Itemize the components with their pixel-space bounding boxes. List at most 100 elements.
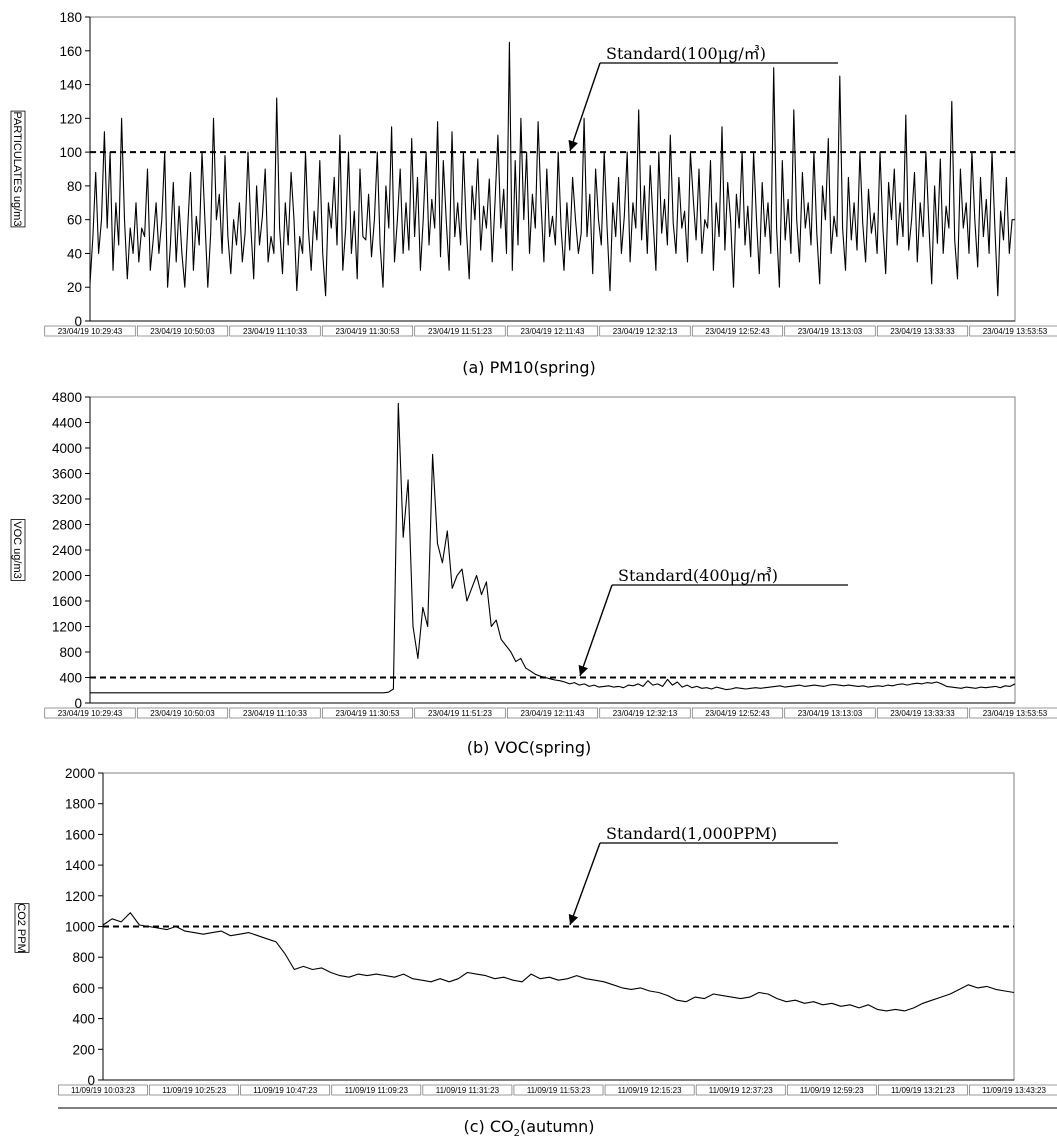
- x-tick-box: [506, 325, 599, 337]
- y-tick-label: 1600: [65, 827, 95, 842]
- x-tick-box: [784, 707, 876, 719]
- x-tick-label: 23/04/19 12:32:13: [613, 709, 678, 718]
- annotation-arrowhead: [578, 664, 589, 676]
- y-tick-label: 40: [67, 246, 82, 261]
- x-tick-box: [878, 1084, 968, 1096]
- x-tick-box: [599, 707, 691, 719]
- annotation-arrowhead: [568, 139, 578, 151]
- y-tick-label: 400: [59, 671, 82, 686]
- y-axis-title-text: CO2 PPM: [15, 903, 27, 953]
- annotation-arrowhead: [568, 913, 579, 925]
- x-tick-box: [414, 707, 506, 719]
- y-tick-label: 4000: [52, 441, 82, 456]
- x-tick-label: 23/04/19 10:29:43: [58, 327, 123, 336]
- x-tick-box: [876, 325, 969, 337]
- y-axis-title: PARTICULATES ug/m3: [10, 110, 26, 228]
- x-tick-label: 11/09/19 12:15:23: [618, 1086, 682, 1095]
- y-tick-label: 3600: [52, 467, 82, 482]
- x-tick-label: 11/09/19 11:31:23: [436, 1086, 500, 1095]
- y-tick-label: 200: [72, 1042, 95, 1057]
- annotation-arrow: [569, 842, 601, 926]
- panel-pm10: (a) PM10(spring) 0 20 40 60 80 100 120 140 160 18…: [10, 10, 1057, 377]
- y-axis-title: VOC ug/m3: [10, 519, 26, 581]
- panel-voc: (b) VOC(spring) 0 400 800 1200 1600 2000 2400 2…: [10, 390, 1057, 757]
- x-tick-label: 11/09/19 11:53:23: [527, 1086, 591, 1095]
- x-tick-box: [44, 325, 136, 337]
- caption-voc: (b) VOC(spring): [467, 738, 591, 757]
- x-tick-label: 23/04/19 13:33:33: [890, 709, 955, 718]
- x-tick-box: [414, 325, 506, 337]
- x-tick-label: 23/04/19 11:30:53: [336, 709, 400, 718]
- x-tick-label: 11/09/19 10:03:23: [71, 1086, 135, 1095]
- x-tick-box: [784, 325, 876, 337]
- x-tick-box: [229, 707, 321, 719]
- y-tick-label: 0: [74, 314, 82, 329]
- y-tick-label: 120: [59, 111, 82, 126]
- y-tick-label: 4400: [52, 416, 82, 431]
- y-axis-title-box: [10, 519, 26, 581]
- y-tick-label: 0: [74, 696, 82, 711]
- x-tick-label: 23/04/19 13:53:53: [983, 327, 1048, 336]
- x-tick-label: 23/04/19 12:32:13: [613, 327, 678, 336]
- x-tick-box: [604, 1084, 695, 1096]
- y-tick-label: 60: [67, 213, 82, 228]
- x-tick-box: [786, 1084, 877, 1096]
- x-tick-box: [969, 707, 1057, 719]
- x-tick-label: 23/04/19 12:52:43: [705, 327, 770, 336]
- x-tick-label: 11/09/19 12:59:23: [800, 1086, 864, 1095]
- y-axis-title-box: [10, 110, 26, 228]
- y-tick-label: 2400: [52, 543, 82, 558]
- y-axis-title-box: [14, 903, 30, 953]
- x-tick-label: 23/04/19 11:10:33: [243, 709, 307, 718]
- x-tick-box: [331, 1084, 422, 1096]
- y-tick-label: 400: [72, 1012, 95, 1027]
- x-tick-box: [876, 707, 969, 719]
- standard-annotation-text: Standard(1,000PPM): [606, 824, 777, 843]
- y-tick-label: 1800: [65, 797, 95, 812]
- y-tick-label: 80: [67, 179, 82, 194]
- x-tick-label: 23/04/19 13:53:53: [983, 709, 1048, 718]
- x-tick-box: [691, 325, 784, 337]
- series-line: [89, 41, 1015, 297]
- y-tick-label: 800: [59, 645, 82, 660]
- panel-co2: (c) CO2(autumn) 0 200 400 600 800 1000 1200 140…: [14, 766, 1057, 1139]
- y-tick-label: 20: [67, 280, 82, 295]
- y-tick-label: 2800: [52, 518, 82, 533]
- x-tick-label: 11/09/19 10:25:23: [162, 1086, 226, 1095]
- x-tick-box: [149, 1084, 239, 1096]
- chart-pm10: (a) PM10(spring) 0 20 40 60 80 100 120 140 160 18…: [10, 10, 1057, 377]
- y-axis-title-text: PARTICULATES ug/m3: [11, 112, 23, 227]
- x-tick-label: 23/04/19 11:30:53: [336, 327, 400, 336]
- y-tick-label: 1400: [65, 858, 95, 873]
- standard-annotation-text: Standard(100μg/㎥): [606, 44, 766, 63]
- x-tick-label: 11/09/19 10:47:23: [253, 1086, 317, 1095]
- x-tick-label: 23/04/19 13:33:33: [890, 327, 955, 336]
- y-tick-label: 140: [59, 78, 82, 93]
- x-tick-label: 23/04/19 11:51:23: [428, 709, 492, 718]
- x-tick-box: [969, 325, 1057, 337]
- x-tick-label: 23/04/19 13:13:03: [798, 709, 863, 718]
- x-tick-box: [240, 1084, 331, 1096]
- x-tick-box: [136, 707, 229, 719]
- annotation-arrow: [579, 584, 613, 677]
- x-tick-box: [321, 707, 414, 719]
- y-tick-label: 100: [59, 145, 82, 160]
- x-tick-label: 23/04/19 10:50:03: [150, 327, 215, 336]
- x-tick-label: 23/04/19 10:50:03: [150, 709, 215, 718]
- x-tick-label: 11/09/19 12:37:23: [709, 1086, 773, 1095]
- caption-pm10: (a) PM10(spring): [462, 358, 595, 377]
- x-tick-label: 23/04/19 10:29:43: [58, 709, 123, 718]
- x-tick-box: [969, 1084, 1057, 1096]
- y-axis-title-text: VOC ug/m3: [11, 521, 23, 578]
- x-tick-label: 23/04/19 12:52:43: [705, 709, 770, 718]
- y-tick-label: 180: [59, 10, 82, 25]
- series-line: [90, 402, 1016, 694]
- y-tick-label: 1600: [52, 594, 82, 609]
- y-tick-label: 800: [72, 950, 95, 965]
- y-tick-label: 600: [72, 981, 95, 996]
- x-tick-label: 23/04/19 11:10:33: [243, 327, 307, 336]
- x-tick-box: [136, 325, 229, 337]
- y-tick-label: 3200: [52, 492, 82, 507]
- y-tick-label: 2000: [65, 766, 95, 781]
